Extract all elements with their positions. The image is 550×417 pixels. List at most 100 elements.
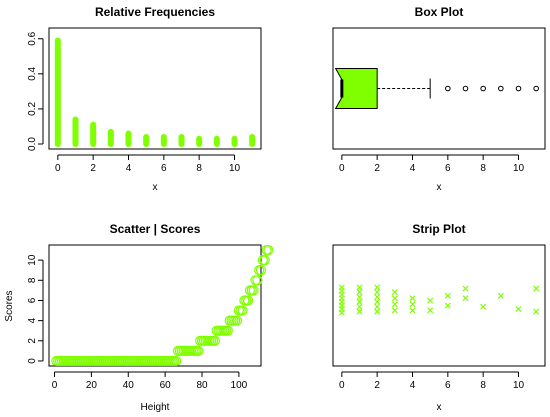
strip-plot-x-tick-label: 4 — [410, 380, 416, 391]
box-outlier-point — [533, 85, 539, 92]
relative-frequencies-x-tick-label: 2 — [90, 163, 96, 174]
scatter-scores-x-tick-label: 60 — [160, 380, 172, 391]
box-plot-panel: Box Plot x 0 2 4 6 8 10 — [332, 5, 546, 193]
scatter-point — [252, 275, 263, 286]
relative-frequencies-y-tick-label: 0.2 — [27, 102, 38, 116]
scatter-scores-x-tick-label: 80 — [196, 380, 208, 391]
strip-plot-frame — [332, 244, 546, 367]
box-plot-frame — [332, 27, 546, 150]
scatter-point — [255, 265, 267, 276]
strip-point — [533, 308, 540, 315]
box-plot-x-tick-label: 6 — [445, 163, 451, 174]
scatter-scores-y-tick-label: 0 — [27, 358, 38, 364]
strip-point — [374, 284, 381, 291]
relative-frequencies-x-tick-label: 10 — [229, 163, 241, 174]
scatter-point — [237, 305, 248, 316]
box-plot-x-tick-label: 0 — [339, 163, 345, 174]
box-plot-xlabel: x — [437, 182, 442, 193]
strip-point — [338, 284, 345, 291]
box-plot-x-tick-label: 4 — [410, 163, 416, 174]
strip-plot-x-tick-label: 2 — [374, 380, 380, 391]
strip-point — [427, 297, 434, 304]
relative-frequencies-y-tick-label: 0.6 — [27, 31, 38, 45]
strip-point — [533, 285, 540, 292]
scatter-scores-xlabel: Height — [141, 402, 170, 413]
strip-point — [409, 301, 416, 308]
box-plot-x-tick-label: 8 — [480, 163, 486, 174]
scatter-point — [209, 335, 221, 346]
box-plot-x-tick-label: 2 — [374, 163, 380, 174]
strip-point — [480, 303, 487, 310]
relative-frequencies-x-tick-label: 6 — [161, 163, 167, 174]
scatter-scores-frame — [48, 244, 262, 367]
relative-frequencies-x-tick-label: 0 — [55, 163, 61, 174]
scatter-scores-ylabel: Scores — [4, 290, 15, 321]
relative-frequencies-panel: Relative Frequencies x 0 2 4 6 8 10 0.0 0.2 0.4 0… — [27, 5, 262, 193]
scatter-scores-title: Scatter | Scores — [110, 222, 201, 236]
strip-point — [356, 308, 363, 315]
scatter-point — [222, 325, 233, 336]
scatter-point — [193, 345, 204, 356]
strip-plot-x-tick-label: 6 — [445, 380, 451, 391]
scatter-point — [248, 285, 259, 296]
strip-point — [374, 298, 381, 305]
relative-frequencies-plot-frame — [48, 27, 262, 150]
scatter-scores-y-tick-label: 10 — [27, 254, 38, 266]
scatter-scores-y-tick-label: 6 — [27, 297, 38, 303]
box-outlier-point — [498, 85, 504, 92]
scatter-scores-y-tick-label: 2 — [27, 338, 38, 344]
relative-frequencies-y-tick-label: 0.4 — [27, 66, 38, 80]
strip-point — [427, 307, 434, 314]
scatter-scores-x-tick-label: 100 — [231, 380, 248, 391]
scatter-point — [231, 315, 243, 326]
relative-frequencies-y-tick-label: 0.0 — [27, 137, 38, 151]
box-outlier-point — [445, 85, 451, 92]
box-outlier-point — [515, 85, 522, 92]
strip-plot-x-tick-label: 8 — [480, 380, 486, 391]
strip-plot-xlabel: x — [437, 402, 442, 413]
strip-point — [391, 307, 398, 314]
strip-point — [391, 301, 398, 308]
scatter-point — [242, 295, 254, 306]
scatter-point — [263, 244, 274, 256]
strip-plot-panel: Strip Plot x 0 2 4 6 8 10 — [332, 222, 546, 413]
scatter-scores-y-tick-label: 8 — [27, 277, 38, 283]
strip-point — [444, 302, 451, 309]
strip-point — [374, 308, 381, 315]
strip-plot-x-tick-label: 10 — [513, 380, 525, 391]
strip-point — [462, 285, 469, 292]
strip-point — [444, 292, 451, 299]
strip-point — [462, 295, 469, 302]
box-outlier-point — [480, 85, 486, 92]
scatter-scores-x-tick-label: 20 — [86, 380, 98, 391]
relative-frequencies-x-tick-label: 4 — [126, 163, 132, 174]
strip-point — [391, 289, 398, 296]
box-plot-x-tick-label: 10 — [513, 163, 525, 174]
relative-frequencies-x-tick-label: 8 — [196, 163, 202, 174]
box-outlier-point — [462, 85, 469, 92]
strip-point — [374, 303, 381, 310]
strip-plot-title: Strip Plot — [412, 222, 465, 236]
strip-point — [356, 289, 363, 296]
scatter-scores-x-tick-label: 0 — [52, 380, 58, 391]
relative-frequencies-xlabel: x — [153, 182, 158, 193]
relative-frequencies-title: Relative Frequencies — [95, 5, 215, 19]
strip-point — [356, 284, 363, 291]
strip-point — [356, 298, 363, 305]
box-plot-title: Box Plot — [415, 5, 464, 19]
strip-point — [497, 292, 504, 299]
strip-point — [374, 289, 381, 296]
strip-plot-x-tick-label: 0 — [339, 380, 345, 391]
strip-point — [391, 295, 398, 302]
scatter-scores-x-tick-label: 40 — [123, 380, 135, 391]
strip-point — [356, 294, 363, 301]
strip-point — [374, 294, 381, 301]
strip-point — [409, 295, 416, 302]
strip-point — [409, 307, 416, 314]
strip-point — [356, 303, 363, 310]
strip-point — [515, 306, 522, 313]
scatter-scores-panel: Scatter | Scores Height Scores 0 20 40 60 80… — [4, 222, 274, 413]
scatter-scores-y-tick-label: 4 — [27, 317, 38, 323]
scatter-point — [171, 355, 182, 367]
